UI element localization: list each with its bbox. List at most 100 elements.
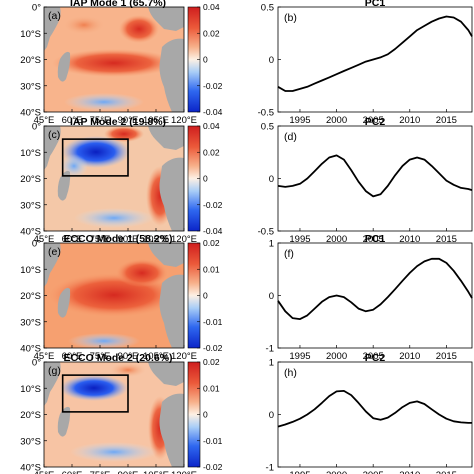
pc-title: PC1 (365, 0, 386, 9)
plot-area (278, 126, 472, 231)
x-tick-label: 90°E (118, 470, 139, 474)
y-tick-label: -1 (266, 463, 274, 474)
indonesia-landmass (148, 243, 184, 267)
y-tick-label: 10°S (20, 29, 41, 40)
x-tick-label: 2010 (399, 351, 420, 362)
cool-patch (74, 208, 154, 228)
x-tick-label: 2015 (436, 234, 457, 245)
x-tick-label: 60°E (62, 470, 83, 474)
warm-patch (110, 363, 146, 377)
cool-patch (68, 333, 140, 348)
cool-patch (64, 93, 144, 111)
x-tick-label: 2000 (326, 234, 347, 245)
y-tick-label: 1 (269, 239, 274, 250)
x-tick-label: 75°E (90, 115, 111, 126)
panel-label: (f) (284, 248, 294, 260)
panel-label: (h) (284, 367, 297, 379)
y-tick-label: 0° (32, 358, 41, 369)
y-tick-label: -1 (266, 344, 274, 355)
x-tick-label: 105°E (143, 470, 169, 474)
colorbar-tick-label: 0 (203, 291, 208, 301)
y-tick-label: 20°S (20, 55, 41, 66)
x-tick-label: 60°E (62, 234, 83, 245)
cool-patch (70, 442, 158, 462)
indonesia-landmass (148, 7, 184, 31)
x-tick-label: 120°E (171, 115, 197, 126)
panel-label: (a) (48, 10, 61, 22)
y-tick-label: 0 (269, 174, 274, 185)
y-tick-label: 20°S (20, 410, 41, 421)
x-tick-label: 1995 (289, 351, 310, 362)
madagascar-landmass (57, 51, 71, 82)
y-tick-label: 40°S (20, 108, 41, 119)
cool-pool (60, 375, 128, 401)
x-tick-label: 2005 (363, 115, 384, 126)
y-tick-label: -0.5 (258, 227, 274, 238)
pc-panel-b: PC1 (b) 0.5 0 -0.5 1995 2000 2005 2010 2015 (258, 0, 473, 126)
x-tick-label: 45°E (34, 351, 55, 362)
x-tick-label: 60°E (62, 115, 83, 126)
indonesia-landmass (148, 362, 184, 386)
y-tick-label: 0.5 (261, 122, 274, 133)
australia-landmass (159, 393, 184, 467)
x-tick-label: 2010 (399, 115, 420, 126)
x-tick-label: 2015 (436, 470, 457, 474)
x-tick-label: 2015 (436, 115, 457, 126)
x-tick-label: 1995 (289, 470, 310, 474)
colorbar-tick-label: -0.02 (203, 343, 223, 353)
map-title: ECCO Mode 1 (58.2%) (63, 233, 172, 245)
pc-series-line (277, 390, 472, 428)
x-tick-label: 105°E (143, 234, 169, 245)
region-box (61, 138, 129, 177)
warm-patch (62, 15, 106, 35)
map-title: ECCO Mode 2 (20.6%) (63, 352, 172, 364)
map-field (44, 362, 184, 467)
madagascar-landmass (57, 406, 71, 437)
warm-band (52, 49, 176, 77)
y-tick-label: 30°S (20, 81, 41, 92)
colorbar-tick-label: 0.04 (203, 121, 220, 131)
map-panel-c: IAP Mode 2 (19.8%)(c)0°10°S20°S30°S40°S4… (20, 116, 222, 245)
map-title: IAP Mode 2 (19.8%) (70, 116, 166, 128)
x-tick-label: 1995 (289, 234, 310, 245)
panel-label: (c) (48, 129, 60, 141)
x-tick-label: 2000 (326, 351, 347, 362)
x-tick-label: 2000 (326, 470, 347, 474)
x-tick-label: 105°E (143, 115, 169, 126)
x-tick-label: 2010 (399, 470, 420, 474)
x-tick-label: 2000 (326, 115, 347, 126)
y-tick-label: 0° (32, 122, 41, 133)
x-tick-label: 45°E (34, 115, 55, 126)
x-tick-label: 120°E (171, 470, 197, 474)
x-tick-label: 90°E (118, 351, 139, 362)
indonesia-landmass (148, 126, 184, 150)
map-field (44, 243, 184, 348)
colorbar-tick-label: 0.01 (203, 383, 220, 393)
y-tick-label: -0.5 (258, 108, 274, 119)
panel-label: (b) (284, 12, 297, 24)
panel-label: (e) (48, 246, 61, 258)
colorbar-tick-label: -0.04 (203, 107, 223, 117)
pc-series-line (277, 257, 473, 320)
colorbar-tick-label: 0 (203, 410, 208, 420)
x-tick-label: 60°E (62, 351, 83, 362)
y-tick-label: 40°S (20, 227, 41, 238)
y-tick-label: 10°S (20, 265, 41, 276)
x-tick-label: 2005 (363, 351, 384, 362)
africa-landmass (44, 362, 61, 406)
colorbar-tick-label: 0 (203, 174, 208, 184)
africa-landmass (44, 243, 61, 287)
y-tick-label: 1 (269, 358, 274, 369)
x-tick-label: 45°E (34, 234, 55, 245)
warm-patch (119, 15, 159, 43)
australia-landmass (159, 157, 184, 231)
y-tick-label: 40°S (20, 344, 41, 355)
colorbar-tick-label: 0.01 (203, 264, 220, 274)
pc-title: PC2 (365, 116, 386, 128)
colorbar-tick-label: 0.02 (203, 147, 220, 157)
pc-title: PC2 (365, 352, 386, 364)
x-tick-label: 75°E (90, 470, 111, 474)
madagascar-landmass (57, 287, 71, 318)
y-tick-label: 10°S (20, 148, 41, 159)
